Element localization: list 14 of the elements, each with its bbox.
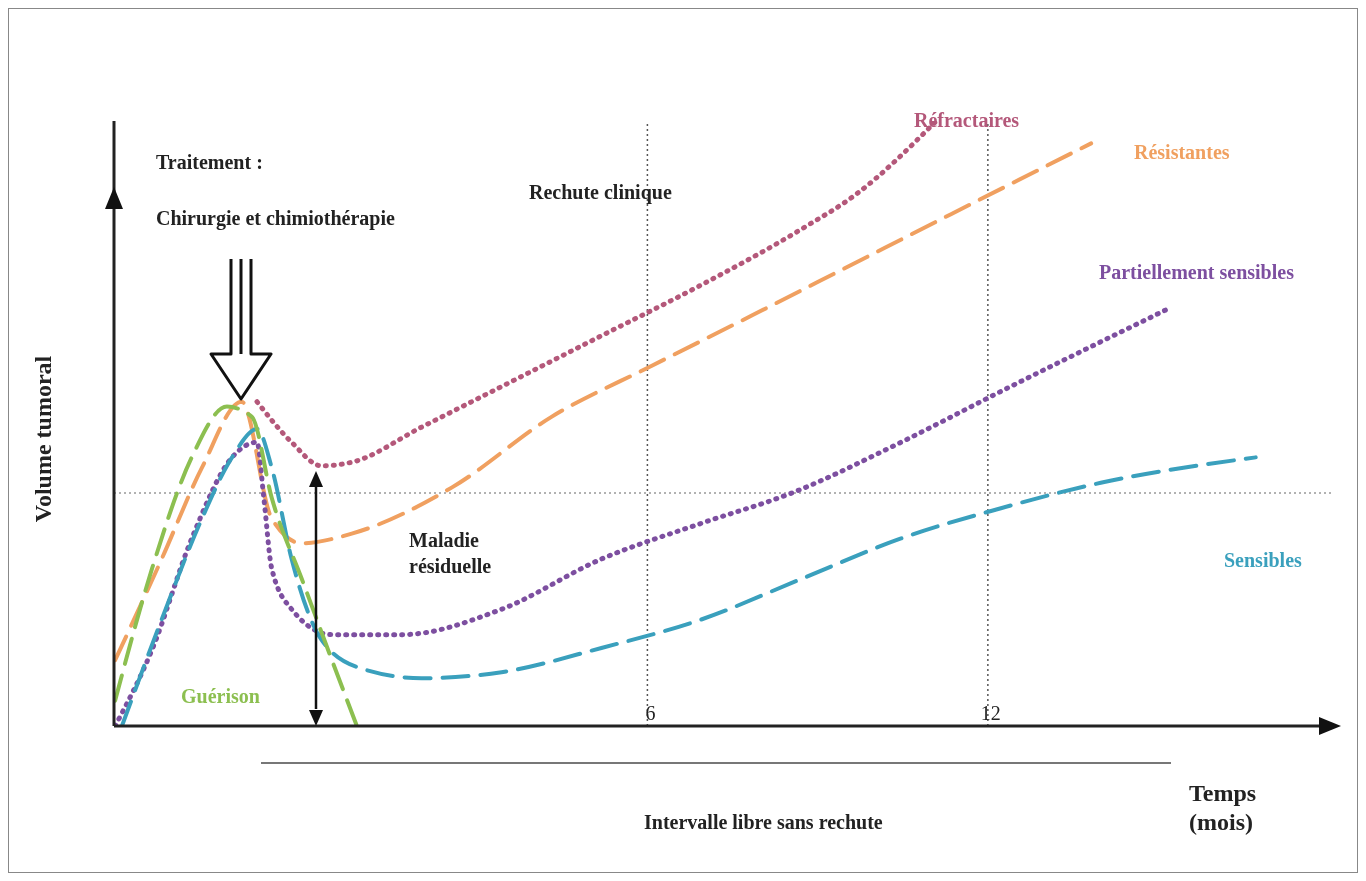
- text: Résistantes: [1134, 141, 1230, 164]
- x-tick-label: 12: [980, 702, 1001, 724]
- text: Sensibles: [1224, 549, 1302, 572]
- annotation: Maladie résiduelle: [409, 528, 493, 579]
- x-tick-label: 6: [645, 702, 656, 724]
- annotation: Chirurgie et chimiothérapie: [156, 206, 396, 231]
- series-label: Réfractaires: [914, 109, 1020, 132]
- x-axis-title: Temps (mois): [1189, 779, 1258, 837]
- text: Intervalle libre sans rechute: [644, 810, 884, 835]
- y-axis-title: Volume tumoral: [29, 355, 57, 523]
- text: Partiellement sensibles: [1099, 261, 1294, 284]
- text: Guérison: [181, 685, 260, 708]
- annotation: Rechute clinique: [529, 180, 673, 205]
- annotation: Traitement :: [156, 150, 264, 175]
